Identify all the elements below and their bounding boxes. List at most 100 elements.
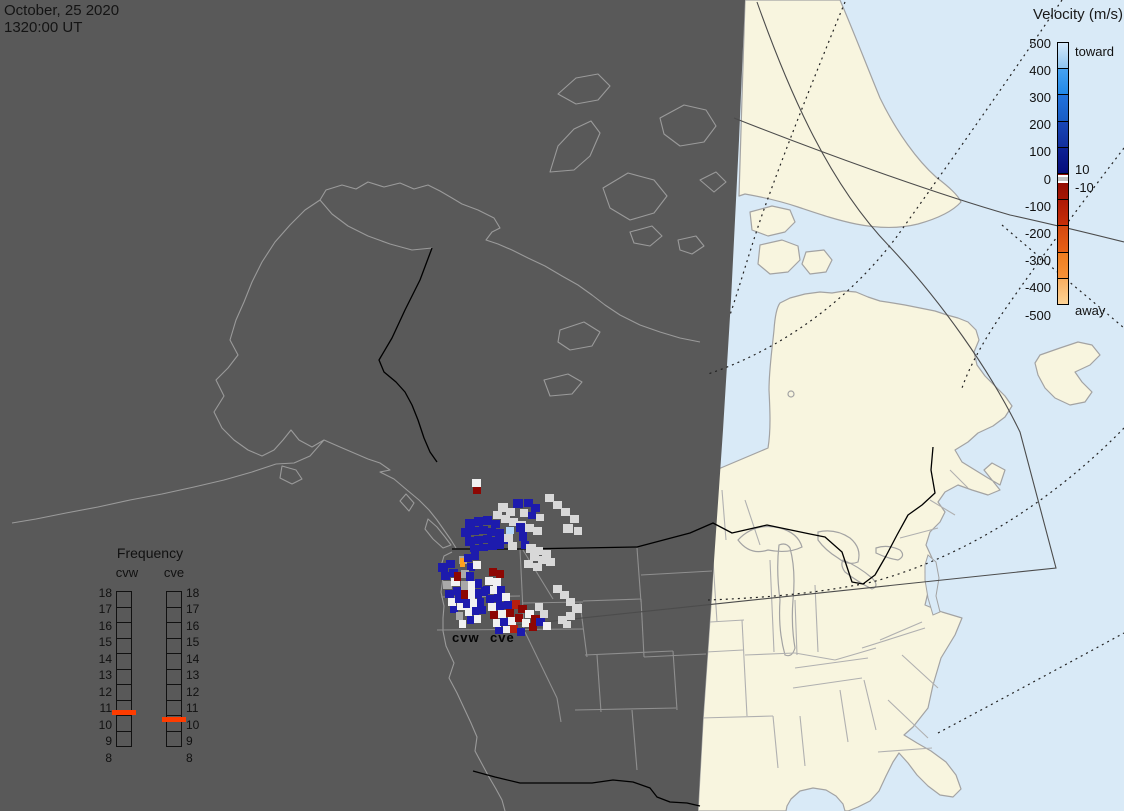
radar-echo-cell: [531, 615, 540, 623]
frequency-marker-cvw: [112, 709, 136, 715]
radar-echo-cell: [566, 598, 575, 606]
radar-echo-cell: [524, 560, 533, 568]
radar-echo-cell: [477, 598, 484, 607]
radar-echo-cell: [438, 563, 448, 572]
radar-echo-cell: [461, 581, 468, 590]
radar-echo-cell: [483, 516, 492, 525]
radar-echo-cell: [468, 590, 475, 599]
radar-echo-cell: [449, 569, 458, 577]
radar-echo-cell: [459, 620, 466, 628]
radar-echo-cell: [503, 626, 511, 633]
radar-echo-cell: [464, 554, 472, 562]
radar-echo-cell: [461, 590, 468, 599]
frequency-legend: Frequency cvw cve 18 18 17 17 16 16 15 15 14 14 13…: [90, 545, 240, 775]
radar-echo-cell: [461, 528, 471, 537]
radar-echo-cell: [525, 610, 534, 618]
radar-echo-cell: [467, 616, 474, 624]
radar-echo-cell: [506, 527, 514, 534]
radar-echo-cell: [512, 600, 520, 609]
frequency-tick-label: 16: [98, 618, 112, 633]
radar-echo-cell: [479, 606, 486, 614]
radar-echo-cell: [496, 542, 504, 549]
radar-echo-cell: [518, 605, 527, 613]
radar-echo-cell: [465, 608, 472, 616]
radar-echo-cell: [456, 612, 463, 620]
frequency-tick-label: 13: [186, 668, 200, 682]
radar-echo-cell: [455, 595, 463, 603]
radar-echo-cell: [540, 610, 548, 618]
chesapeake-bay: [924, 554, 941, 616]
radar-echo-cell: [513, 499, 523, 508]
frequency-col-cve: cve: [163, 565, 185, 580]
frequency-tick-label: 15: [98, 635, 112, 649]
island: [801, 249, 833, 275]
radar-echo-cell: [470, 527, 479, 535]
radar-echo-cell: [495, 529, 504, 537]
radar-echo-cell: [530, 553, 539, 561]
radar-echo-cell: [498, 503, 508, 512]
velocity-segment: [1057, 68, 1069, 96]
radar-echo-cell: [499, 536, 508, 544]
radar-echo-cell: [450, 606, 458, 613]
radar-echo-cell: [520, 509, 528, 517]
radar-echo-cell: [516, 523, 525, 532]
radar-echo-cell: [533, 527, 542, 535]
radar-echo-cell: [508, 617, 516, 625]
magnetic-graticule: [707, 0, 1124, 734]
velocity-segment: [1057, 42, 1069, 70]
zero-minus-label: -10: [1075, 180, 1094, 195]
frequency-tick-label: 13: [98, 668, 112, 682]
radar-echo-cell: [498, 610, 506, 618]
radar-echo-cell: [536, 618, 545, 626]
radar-echo-cell: [536, 514, 544, 521]
great-lakes: [737, 525, 904, 657]
radar-echo-cell: [448, 598, 456, 606]
frequency-cell: [116, 637, 132, 654]
radar-echo-cell: [473, 487, 481, 494]
radar-echo-cell: [493, 511, 502, 519]
radar-echo-cell: [566, 612, 575, 620]
radar-echo-cell: [533, 563, 542, 571]
radar-echo-cell: [535, 603, 543, 611]
frequency-cell: [116, 715, 132, 732]
radar-echo-cell: [485, 577, 493, 585]
velocity-segment: [1057, 277, 1069, 305]
velocity-tick-label: -500: [1024, 307, 1051, 323]
frequency-tick-label: 15: [186, 635, 200, 649]
radar-echo-cell: [515, 614, 523, 622]
frequency-tick-label: 14: [98, 651, 112, 666]
radar-echo-cell: [483, 586, 491, 594]
frequency-cell: [166, 684, 182, 701]
radar-echo-cell: [553, 585, 562, 593]
radar-echo-cell: [524, 499, 533, 507]
radar-echo-cell: [474, 536, 483, 544]
frequency-tick-label: 8: [186, 750, 193, 765]
frequency-cell: [116, 684, 132, 701]
radar-echo-cell: [488, 603, 496, 611]
radar-echo-cell: [496, 570, 504, 578]
radar-echo-cell: [525, 524, 534, 532]
radar-echo-cell: [546, 558, 555, 566]
radar-echo-cell: [471, 552, 479, 560]
radar-echo-cell: [463, 599, 470, 608]
radar-echo-cell: [441, 572, 450, 580]
radar-echo-cell: [543, 622, 551, 630]
radar-echo-cell: [472, 479, 481, 487]
radar-echo-cell: [531, 504, 540, 512]
radar-echo-cell: [470, 599, 477, 608]
frequency-cell: [116, 730, 132, 747]
velocity-tick-label: 300: [1029, 89, 1051, 105]
radar-echo-cell: [473, 561, 481, 569]
state-borders-day: [699, 469, 969, 769]
radar-echo-cell: [466, 572, 474, 581]
radar-echo-cell: [453, 587, 462, 595]
velocity-tick-label: -200: [1024, 225, 1051, 241]
map-site-label-cve: cve: [490, 630, 515, 645]
frequency-tick-label: 16: [186, 618, 200, 633]
island: [749, 205, 796, 237]
radar-echo-cell: [506, 609, 514, 617]
velocity-segment: [1057, 94, 1069, 122]
radar-echo-cell: [521, 541, 529, 549]
frequency-tick-label: 12: [98, 684, 112, 699]
radar-echo-cell: [467, 563, 475, 571]
